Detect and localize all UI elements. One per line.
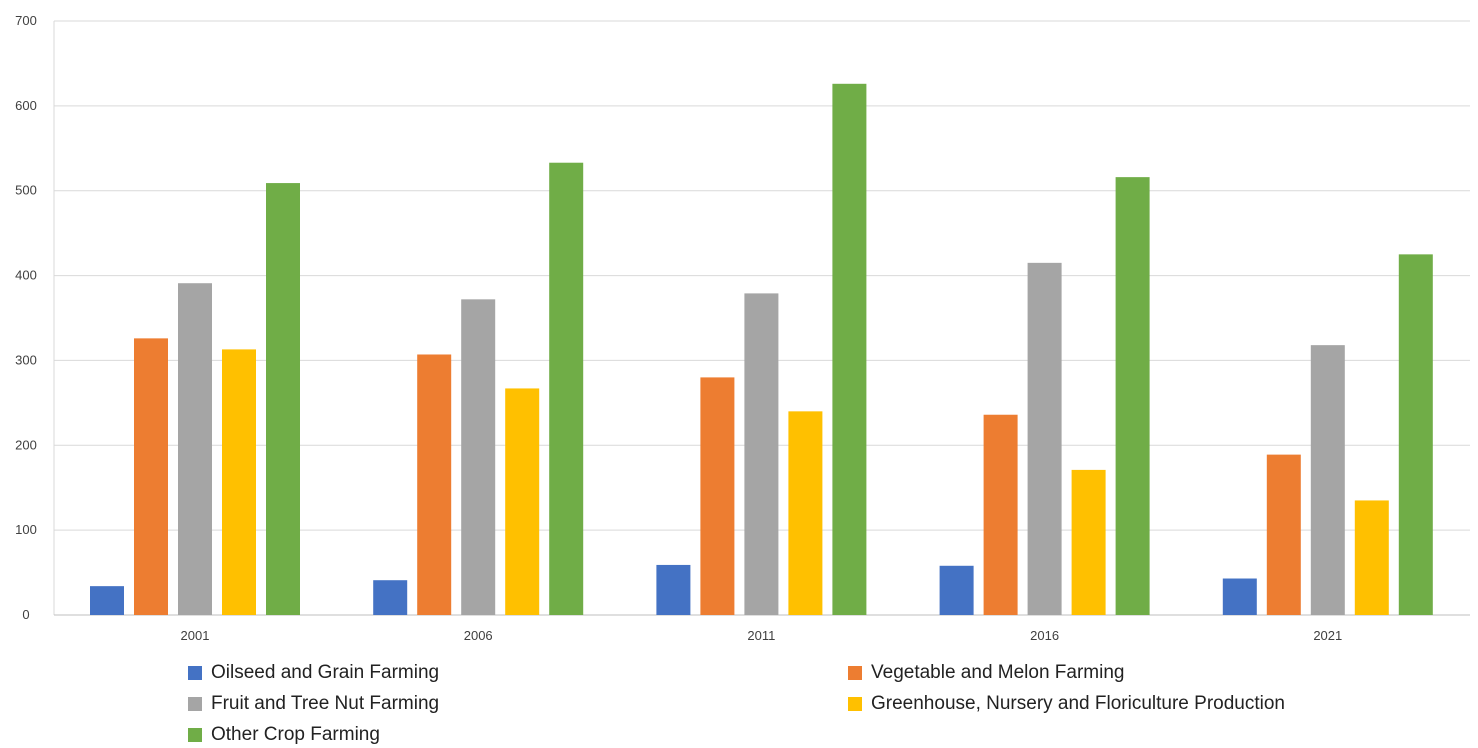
bars	[90, 83, 1433, 615]
bar-2001-series-0	[90, 586, 124, 615]
y-axis-ticks: 0 100 200 300 400 500 600 700	[15, 13, 37, 622]
bar-2006-series-3	[505, 388, 540, 615]
bar-2016-series-0	[939, 565, 974, 615]
bar-2021-series-0	[1222, 578, 1257, 615]
bar-2016-series-4	[1115, 177, 1150, 615]
y-tick-label: 100	[15, 522, 37, 537]
y-tick-label: 500	[15, 183, 37, 198]
bar-2021-series-1	[1266, 454, 1301, 615]
bar-2016-series-3	[1071, 469, 1106, 615]
x-tick-label: 2006	[464, 628, 493, 643]
y-tick-label: 400	[15, 268, 37, 283]
bar-2011-series-1	[700, 377, 735, 615]
bar-2006-series-2	[461, 299, 496, 615]
bar-2006-series-1	[417, 354, 452, 615]
bar-2011-series-0	[656, 564, 691, 615]
bar-2006-series-0	[373, 580, 408, 615]
x-tick-label: 2011	[747, 628, 775, 643]
bar-2016-series-1	[983, 414, 1018, 615]
bar-2021-series-3	[1354, 500, 1389, 615]
y-tick-label: 700	[15, 13, 37, 28]
bar-2001-series-1	[134, 338, 168, 615]
bar-2006-series-4	[549, 162, 584, 615]
bar-2011-series-2	[744, 293, 779, 615]
x-tick-label: 2001	[181, 628, 210, 643]
bar-2021-series-2	[1310, 345, 1345, 615]
y-tick-label: 200	[15, 437, 37, 452]
bar-2011-series-4	[832, 83, 867, 615]
y-tick-label: 300	[15, 352, 37, 367]
x-axis-ticks: 2001 2006 2011 2016 2021	[181, 628, 1343, 643]
x-tick-label: 2016	[1030, 628, 1059, 643]
bar-2001-series-3	[222, 349, 256, 615]
y-tick-label: 0	[22, 607, 29, 622]
bar-2001-series-4	[266, 183, 300, 615]
bar-2001-series-2	[178, 283, 212, 615]
x-tick-label: 2021	[1313, 628, 1342, 643]
bar-2011-series-3	[788, 411, 823, 615]
bar-2016-series-2	[1027, 262, 1062, 615]
bar-2021-series-4	[1398, 254, 1433, 615]
y-tick-label: 600	[15, 98, 37, 113]
